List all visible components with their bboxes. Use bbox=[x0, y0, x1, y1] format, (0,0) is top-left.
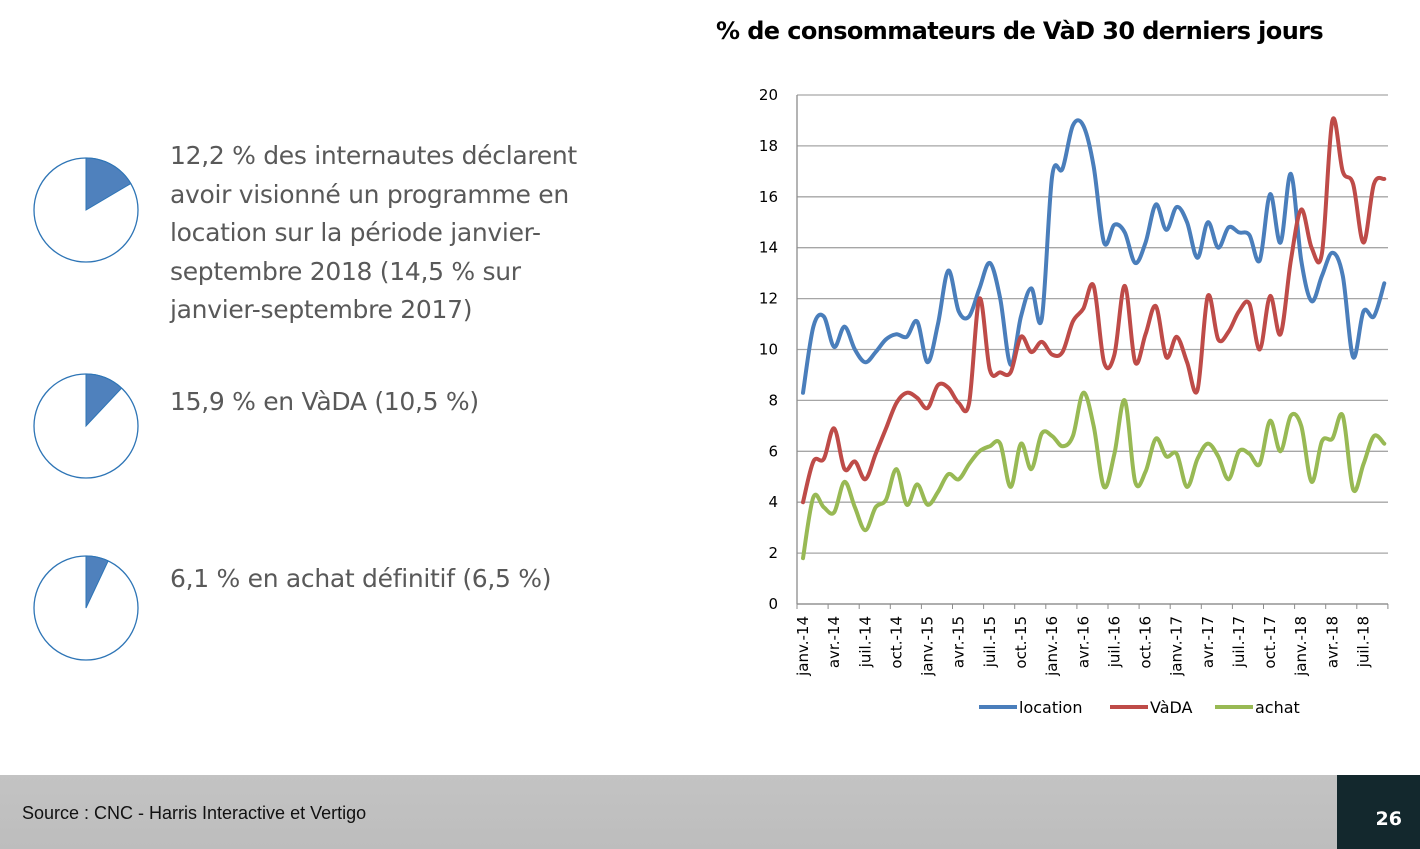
pie-achat bbox=[33, 555, 139, 661]
y-tick-label: 20 bbox=[759, 86, 778, 104]
y-tick-label: 10 bbox=[759, 341, 778, 359]
x-tick-label: janv.-15 bbox=[919, 616, 937, 677]
legend-item: achat bbox=[1215, 698, 1300, 717]
x-tick-label: oct.-14 bbox=[887, 616, 905, 669]
x-tick-label: avr.-14 bbox=[825, 616, 843, 668]
pie-slice bbox=[85, 555, 109, 609]
pie-location bbox=[33, 157, 139, 263]
x-tick-label: juil.-15 bbox=[981, 616, 999, 668]
y-tick-label: 6 bbox=[768, 442, 778, 460]
x-tick-label: juil.-16 bbox=[1105, 616, 1123, 668]
legend-item: location bbox=[979, 698, 1082, 717]
stat-location-text: 12,2 % des internautes déclarent avoir v… bbox=[170, 141, 577, 324]
pie-slice bbox=[85, 157, 132, 211]
x-tick-label: juil.-17 bbox=[1230, 616, 1248, 668]
y-tick-label: 8 bbox=[768, 391, 778, 409]
series-vada bbox=[801, 116, 1387, 505]
x-tick-label: juil.-14 bbox=[856, 616, 874, 668]
x-tick-label: avr.-17 bbox=[1199, 616, 1217, 668]
x-tick-label: janv.-17 bbox=[1168, 616, 1186, 677]
series-line bbox=[801, 116, 1387, 505]
x-tick-label: janv.-18 bbox=[1292, 616, 1310, 677]
footer: Source : CNC - Harris Interactive et Ver… bbox=[0, 775, 1420, 849]
pie-vada bbox=[33, 373, 139, 479]
y-tick-label: 0 bbox=[768, 595, 778, 613]
page-number: 26 bbox=[1375, 808, 1402, 830]
x-tick-label: avr.-16 bbox=[1074, 616, 1092, 668]
stat-achat-text: 6,1 % en achat définitif (6,5 %) bbox=[170, 564, 552, 593]
pie-slice bbox=[85, 373, 123, 428]
x-tick-label: janv.-16 bbox=[1043, 616, 1061, 677]
page-number-box: 26 bbox=[1337, 775, 1420, 849]
stat-vada-text: 15,9 % en VàDA (10,5 %) bbox=[170, 387, 479, 416]
x-tick-label: avr.-18 bbox=[1323, 616, 1341, 668]
line-chart: 0 2 4 6 8 10 12 14 16 18 20 janv.-14 avr.-14 juil.-14… bbox=[759, 86, 1389, 717]
x-tick-label: oct.-17 bbox=[1261, 616, 1279, 669]
legend-item: VàDA bbox=[1110, 698, 1193, 717]
chart-title: % de consommateurs de VàD 30 derniers jo… bbox=[716, 17, 1324, 45]
y-tick-label: 16 bbox=[759, 188, 778, 206]
x-tick-label: juil.-18 bbox=[1355, 616, 1373, 668]
x-tick-label: oct.-15 bbox=[1012, 616, 1030, 669]
legend-label: location bbox=[1019, 698, 1082, 717]
series-line bbox=[801, 390, 1387, 561]
y-tick-label: 4 bbox=[768, 493, 778, 511]
y-tick-label: 12 bbox=[759, 290, 778, 308]
x-tick-label: avr.-15 bbox=[950, 616, 968, 668]
y-tick-label: 18 bbox=[759, 137, 778, 155]
legend-label: VàDA bbox=[1150, 698, 1193, 717]
series-achat bbox=[801, 390, 1387, 561]
legend-label: achat bbox=[1255, 698, 1300, 717]
y-tick-label: 14 bbox=[759, 239, 778, 257]
series-line bbox=[801, 118, 1387, 395]
series-location bbox=[801, 118, 1387, 395]
x-tick-label: oct.-16 bbox=[1137, 616, 1155, 669]
y-tick-label: 2 bbox=[768, 544, 778, 562]
x-tick-label: janv.-14 bbox=[794, 616, 812, 677]
source-note: Source : CNC - Harris Interactive et Ver… bbox=[22, 803, 367, 823]
